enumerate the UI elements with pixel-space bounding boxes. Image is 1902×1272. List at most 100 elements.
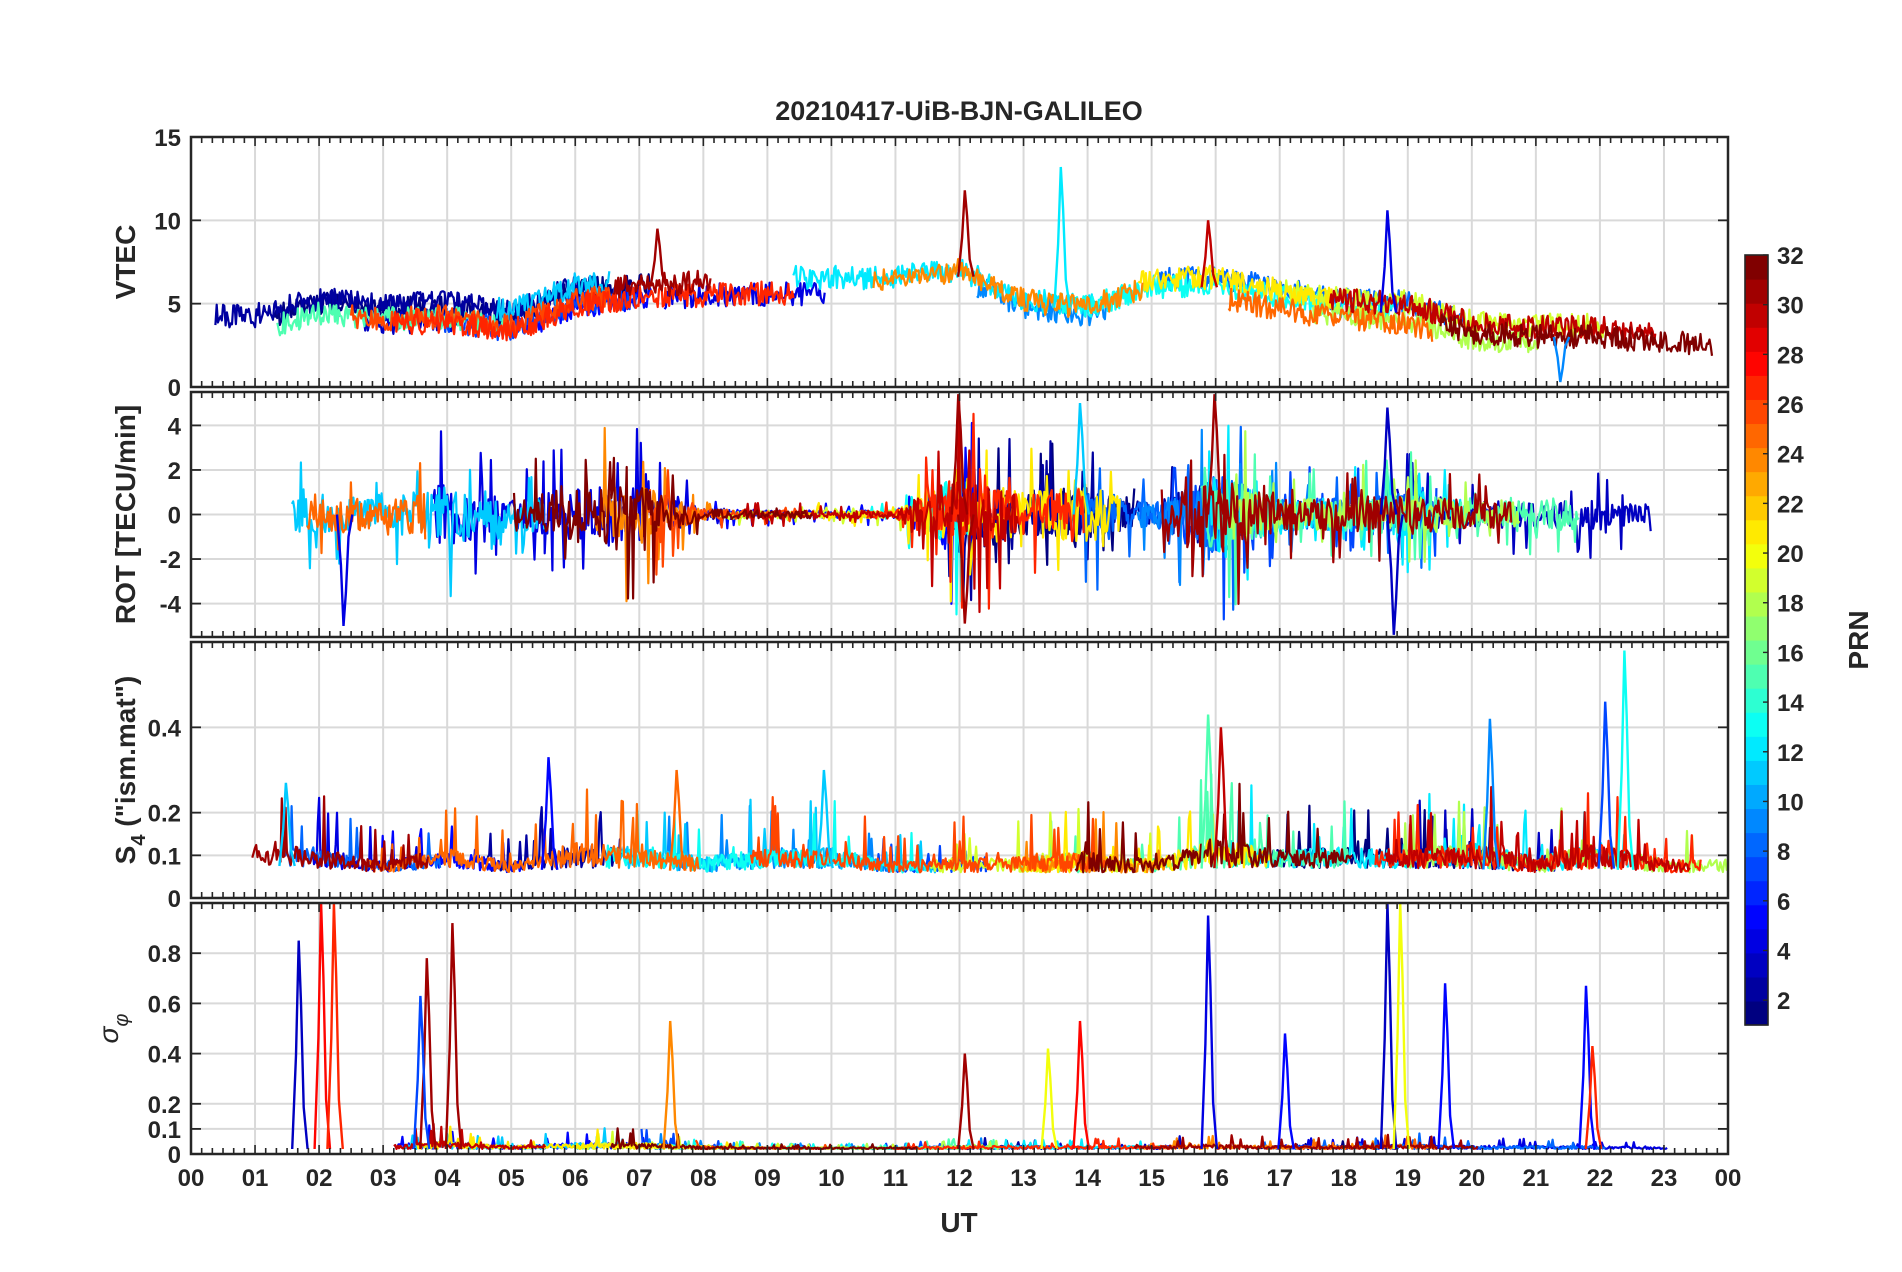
colorbar-segment — [1745, 784, 1768, 810]
colorbar-label: PRN — [1843, 610, 1874, 669]
xtick-label: 18 — [1330, 1165, 1357, 1192]
colorbar-tick-label: 18 — [1777, 591, 1804, 618]
s4-ytick-label: 0.4 — [148, 715, 182, 742]
xtick-label: 07 — [626, 1165, 653, 1192]
sigma-peak-prn-3 — [291, 940, 309, 1150]
sigma-y-axis-label: σφ — [93, 1014, 133, 1044]
xtick-label: 16 — [1202, 1165, 1229, 1192]
vtec-ytick-label: 0 — [168, 375, 181, 402]
sigma-ytick-label: 0.8 — [148, 941, 181, 968]
xtick-label: 01 — [242, 1165, 269, 1192]
xtick-label: 02 — [306, 1165, 333, 1192]
colorbar-segment — [1745, 976, 1768, 1002]
sigma-ytick-label: 0 — [168, 1142, 181, 1169]
sigma-peak-prn-5 — [1578, 985, 1596, 1150]
colorbar-segment — [1745, 664, 1768, 689]
sigma-ytick-label: 0.4 — [148, 1042, 182, 1069]
vtec-series-prn-31 — [612, 269, 712, 299]
s4-y-axis-label: S4 ("ism.mat") — [110, 676, 150, 865]
panel-s4: 00.10.20.4S4 ("ism.mat") — [110, 640, 1730, 913]
xtick-label: 05 — [498, 1165, 525, 1192]
panel-sigma: 00.10.2 0.4 0.6 0.8 σφ 00 01 02 03 04 05 06 07 08 09 10… — [93, 901, 1742, 1192]
xtick-label: 09 — [754, 1165, 781, 1192]
rot-peak-prn-11 — [1072, 403, 1091, 515]
colorbar-segment — [1745, 856, 1768, 882]
s4-peak-prn-30 — [1213, 727, 1231, 869]
colorbar-segment — [1745, 615, 1768, 641]
sigma-peak-prn-7 — [412, 995, 431, 1150]
xtick-label: 19 — [1394, 1165, 1421, 1192]
rot-peak-prn-4 — [335, 514, 354, 626]
sigma-peak-prn-4 — [1200, 915, 1219, 1150]
sigma-y-axis-label-sub: φ — [111, 1014, 133, 1027]
colorbar-segment — [1745, 904, 1768, 930]
colorbar-segment — [1745, 543, 1768, 569]
colorbar-tick-label: 26 — [1777, 392, 1804, 419]
sigma-peak-prn-27 — [326, 903, 344, 1150]
xtick-label: 06 — [562, 1165, 589, 1192]
sigma-ytick-label: 0.1 — [148, 1117, 181, 1144]
vtec-grid — [190, 136, 1729, 388]
colorbar-segment — [1745, 375, 1768, 400]
s4-peak-prn-11 — [816, 769, 834, 869]
colorbar-segment — [1745, 591, 1768, 617]
colorbar-segment — [1745, 760, 1768, 785]
s4-ytick-label: 0.2 — [148, 801, 181, 828]
vtec-series-prn-33 — [1439, 314, 1714, 356]
sigma-peak-prn-28 — [1072, 1020, 1091, 1150]
colorbar-segment — [1745, 519, 1768, 545]
colorbar-tick-label: 10 — [1777, 789, 1804, 816]
colorbar-tick-label: 20 — [1777, 541, 1804, 568]
xtick-label: 04 — [434, 1165, 461, 1192]
vtec-ytick-label: 15 — [154, 125, 181, 152]
colorbar-segment — [1745, 688, 1768, 713]
colorbar-tick-label: 14 — [1777, 690, 1804, 717]
vtec-ytick-label: 5 — [168, 292, 181, 319]
colorbar-segment — [1745, 255, 1768, 280]
chart-title: 20210417-UiB-BJN-GALILEO — [775, 96, 1143, 126]
colorbar-segment — [1745, 279, 1768, 304]
xtick-label: 12 — [946, 1165, 973, 1192]
rot-ytick-label: 2 — [168, 458, 181, 485]
colorbar-tick-label: 2 — [1777, 988, 1790, 1015]
s4-ytick-label: 0 — [168, 886, 181, 913]
vtec-series-prn-21 — [1137, 264, 1333, 309]
vtec-peak-prn-31 — [957, 190, 975, 277]
xtick-label: 00 — [1715, 1165, 1742, 1192]
colorbar-segment — [1745, 447, 1768, 473]
s4-series-prn-31 — [251, 795, 429, 873]
s4-peak-prn-5 — [540, 757, 559, 870]
s4-y-axis-label-sub: 4 — [128, 834, 150, 846]
xtick-label: 08 — [690, 1165, 717, 1192]
colorbar-tick-label: 24 — [1777, 442, 1804, 469]
s4-ticks: 0 0.1 0.2 0.4 — [148, 642, 1729, 913]
panel-vtec: 0 5 10 15 VTEC — [110, 125, 1730, 402]
colorbar-tick-label: 32 — [1777, 243, 1804, 270]
s4-series — [251, 650, 1728, 874]
sigma-ytick-label: 0.2 — [148, 1092, 181, 1119]
colorbar-frame — [1744, 254, 1769, 1026]
sigma-series-prn-33 — [610, 1127, 918, 1151]
xtick-label: 20 — [1458, 1165, 1485, 1192]
s4-peak-prn-7 — [1597, 701, 1616, 869]
sigma-ticks: 00.10.2 0.4 0.6 0.8 — [148, 903, 1729, 1169]
colorbar-segment — [1745, 880, 1768, 906]
xtick-label: 11 — [883, 1165, 908, 1192]
xtick-label: 14 — [1074, 1165, 1101, 1192]
colorbar-tick-label: 12 — [1777, 740, 1804, 767]
sigma-peak-prn-5 — [1437, 983, 1456, 1150]
xtick-label: 15 — [1138, 1165, 1165, 1192]
rot-peak-prn-31 — [1206, 394, 1225, 515]
rot-peak-prn-3 — [1386, 514, 1404, 635]
rot-peak-prn-31 — [957, 514, 975, 624]
x-axis-label: UT — [940, 1207, 977, 1238]
vtec-peak-prn-30 — [1200, 220, 1219, 288]
colorbar-segment — [1745, 399, 1768, 425]
vtec-series-prn-13 — [1059, 272, 1400, 320]
colorbar-segment — [1745, 471, 1768, 497]
rot-series — [290, 394, 1652, 635]
colorbar-tick-label: 6 — [1777, 889, 1790, 916]
colorbar-segment — [1745, 952, 1768, 978]
colorbar-tick-label: 16 — [1777, 640, 1804, 667]
